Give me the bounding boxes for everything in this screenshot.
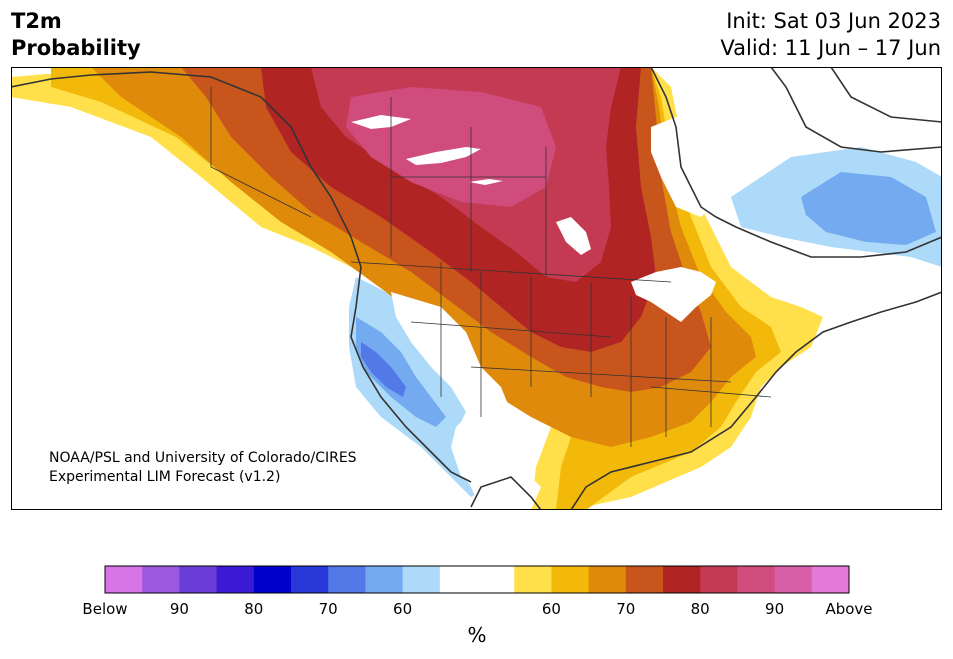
band-80-cool-west (361, 342, 406, 397)
colorbar-swatch (216, 566, 255, 593)
colorbar-swatch (402, 566, 441, 593)
colorbar-tick-label: Above (825, 600, 872, 618)
credit-text: NOAA/PSL and University of Colorado/CIRE… (49, 449, 357, 487)
colorbar-swatches (105, 566, 850, 593)
map-title: T2m Probability (11, 8, 141, 62)
colorbar-swatch (737, 566, 776, 593)
colorbar-tick-label: 90 (765, 600, 784, 618)
greenland-coast (830, 67, 942, 123)
band-70-cool-east (801, 172, 936, 245)
coastline (11, 67, 942, 510)
colorbar-unit: % (467, 623, 486, 647)
valid-range: Valid: 11 Jun – 17 Jun (720, 36, 941, 60)
colorbar-swatch (625, 566, 664, 593)
colorbar-swatch (663, 566, 701, 593)
forecast-dates: Init: Sat 03 Jun 2023 Valid: 11 Jun – 17… (720, 8, 941, 62)
colorbar-swatch (477, 566, 515, 593)
colorbar-tick-label: 90 (170, 600, 189, 618)
colorbar-swatch (588, 566, 627, 593)
field-label: Probability (11, 36, 141, 60)
colorbar-swatch (811, 566, 850, 593)
colorbar-ticks: Below 90 80 70 60 60 70 80 90 Above (82, 600, 872, 618)
colorbar-tick-label: Below (82, 600, 127, 618)
lake-winnipeg (556, 217, 591, 255)
colorbar-swatch (700, 566, 738, 593)
colorbar-swatch (105, 566, 143, 593)
colorbar-outline (104, 565, 850, 594)
colorbar-swatch (365, 566, 404, 593)
great-bear-lake (406, 147, 481, 165)
colorbar-swatch (774, 566, 813, 593)
neutral-southwest (391, 292, 541, 510)
state-provincial-borders (210, 87, 772, 447)
great-slave-lake (351, 115, 411, 129)
colorbar-swatch (439, 566, 478, 593)
probability-map (11, 67, 942, 510)
colorbar-swatch (179, 566, 218, 593)
colorbar-swatch (142, 566, 180, 593)
colorbar-tick-label: 80 (691, 600, 710, 618)
map-border (11, 67, 942, 510)
colorbar-swatch (253, 566, 292, 593)
hudson-bay (651, 97, 781, 217)
init-date: Init: Sat 03 Jun 2023 (726, 9, 941, 33)
colorbar-swatch (514, 566, 552, 593)
lake-athabasca (469, 179, 503, 185)
colorbar: Below 90 80 70 60 60 70 80 90 Above % (82, 565, 873, 647)
colorbar-tick-label: 80 (244, 600, 263, 618)
colorbar-tick-label: 70 (319, 600, 338, 618)
colorbar-tick-label: 60 (542, 600, 561, 618)
credit-line-2: Experimental LIM Forecast (v1.2) (49, 469, 281, 485)
colorbar-swatch (551, 566, 590, 593)
colorbar-swatch (328, 566, 366, 593)
variable-label: T2m (11, 9, 62, 33)
colorbar-tick-label: 60 (393, 600, 412, 618)
credit-line-1: NOAA/PSL and University of Colorado/CIRE… (49, 450, 357, 466)
colorbar-swatch (291, 566, 329, 593)
band-70-cool-west (356, 317, 446, 427)
colorbar-tick-label: 70 (616, 600, 635, 618)
